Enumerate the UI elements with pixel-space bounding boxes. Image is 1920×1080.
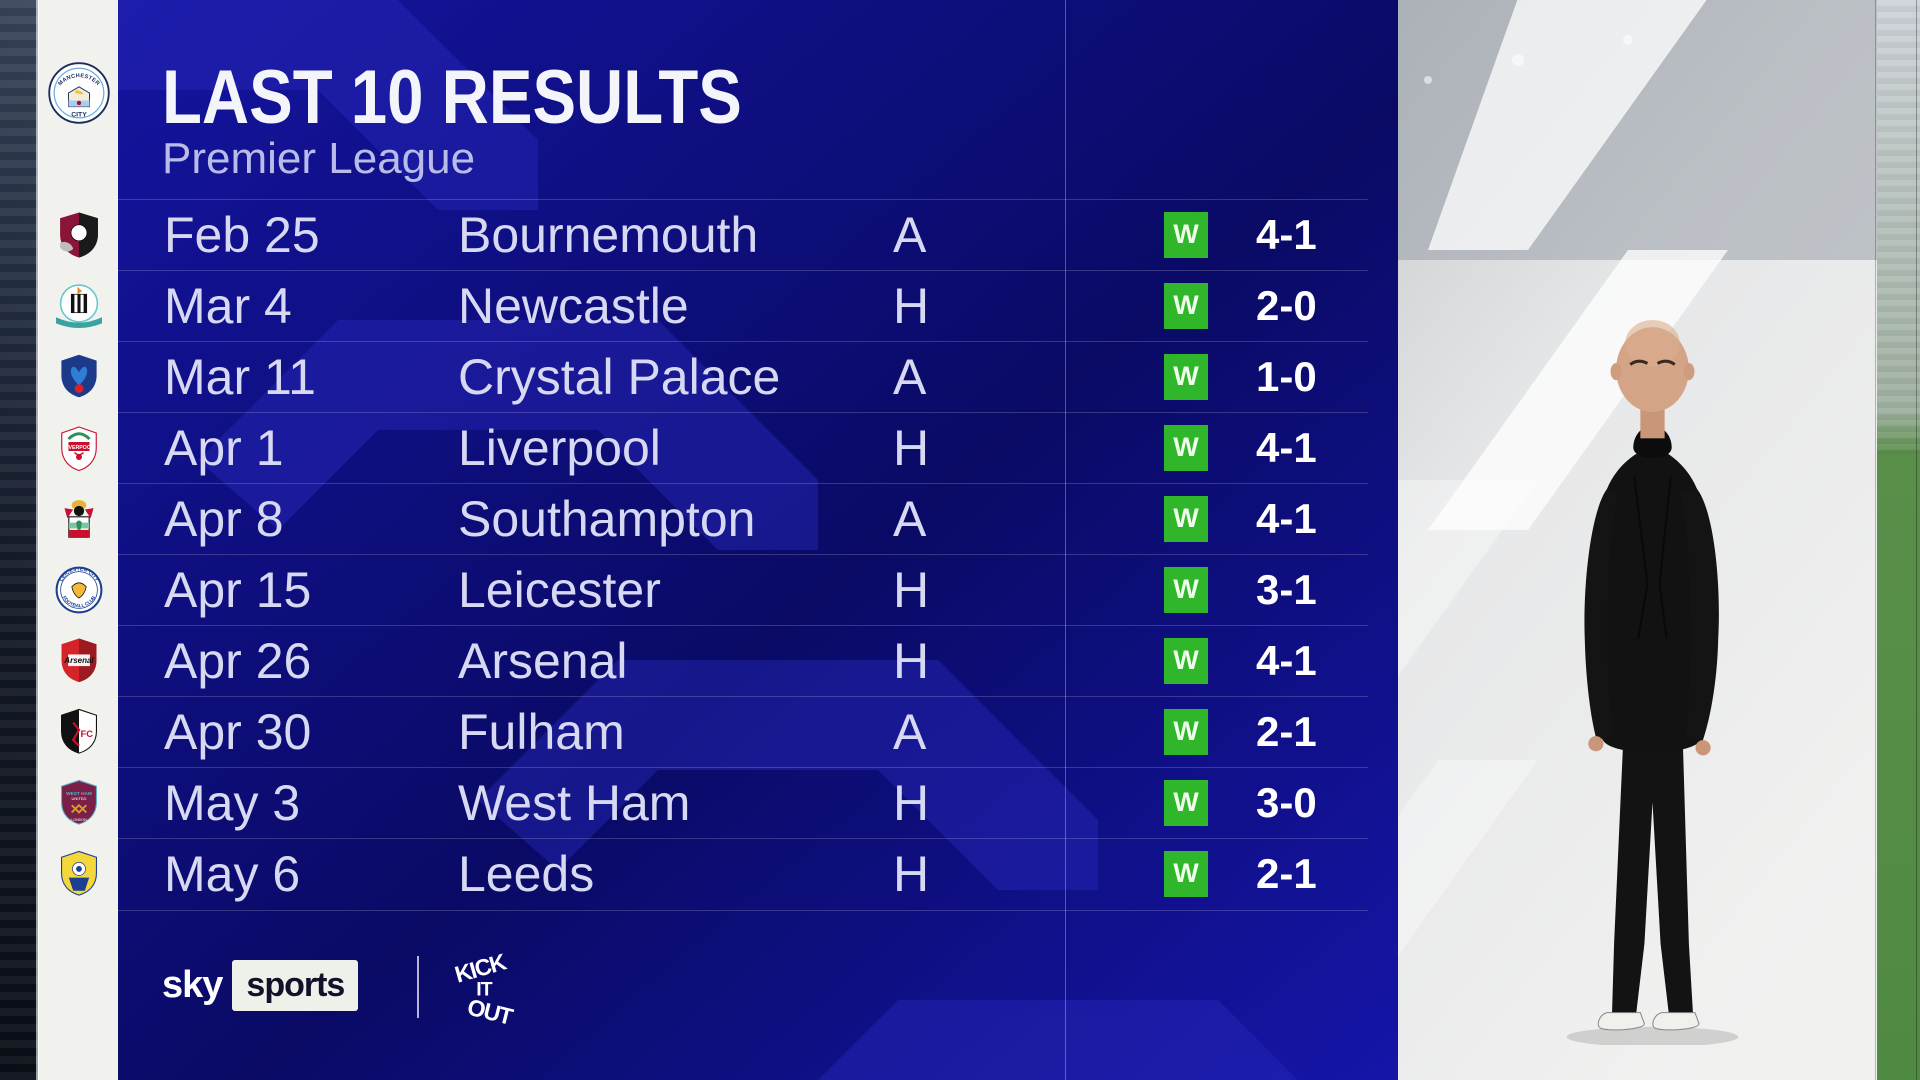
svg-text:Arsenal: Arsenal [63, 656, 94, 665]
svg-text:OUT: OUT [465, 994, 516, 1024]
svg-text:LIVERPOOL: LIVERPOOL [64, 444, 95, 450]
svg-text:UNITED: UNITED [72, 796, 87, 801]
svg-text:CITY: CITY [71, 112, 87, 119]
svg-text:FC: FC [80, 729, 93, 740]
svg-text:LONDON: LONDON [71, 818, 87, 822]
